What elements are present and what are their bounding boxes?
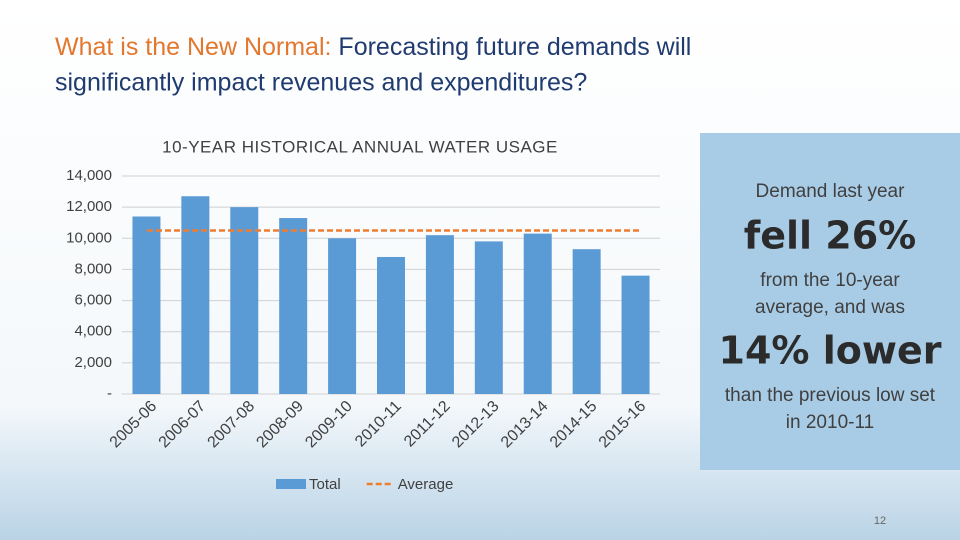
bar [572, 249, 601, 394]
y-tick-label: 4,000 [74, 323, 112, 340]
y-tick-label: 2,000 [74, 354, 112, 371]
title-line: significantly impact revenues and expend… [55, 69, 587, 97]
callout-text: in 2010-11 [786, 412, 874, 433]
callout-panel [700, 133, 960, 470]
slide-title: What is the New Normal: Forecasting futu… [55, 33, 691, 61]
title-line: Forecasting future demands will [338, 33, 691, 61]
callout-big: 14% lower [719, 329, 942, 373]
bar [425, 235, 454, 394]
legend-label: Average [398, 476, 454, 493]
chart-title: 10-YEAR HISTORICAL ANNUAL WATER USAGE [162, 137, 558, 156]
title-highlight: What is the New Normal: [55, 33, 331, 61]
bar [181, 196, 210, 394]
callout-text: from the 10-year [760, 270, 900, 291]
legend-label: Total [309, 476, 341, 493]
y-tick-label: 10,000 [66, 229, 112, 246]
callout: Demand last year fell 26% from the 10-ye… [719, 181, 942, 433]
y-tick-label: - [107, 385, 112, 402]
bar [377, 256, 405, 394]
bar [279, 218, 308, 394]
bar [132, 216, 161, 394]
y-tick-label: 8,000 [74, 260, 112, 277]
legend-key [276, 479, 306, 489]
callout-text: than the previous low set [725, 385, 936, 406]
y-tick-label: 12,000 [66, 198, 112, 215]
bar [230, 207, 259, 394]
y-tick-label: 6,000 [74, 292, 112, 309]
bar [621, 275, 650, 394]
page-number: 12 [874, 515, 886, 527]
callout-text: Demand last year [756, 181, 906, 202]
callout-big: fell 26% [744, 214, 917, 258]
bar [523, 233, 552, 394]
y-tick-label: 14,000 [66, 167, 112, 184]
bar [474, 241, 503, 394]
callout-text: average, and was [755, 297, 905, 318]
bar [328, 238, 357, 394]
